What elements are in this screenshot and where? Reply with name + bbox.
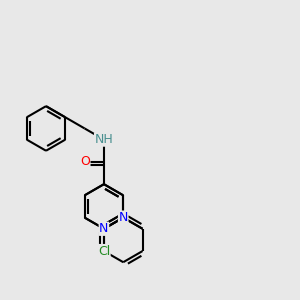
Text: Cl: Cl	[98, 244, 110, 258]
Text: N: N	[99, 222, 109, 235]
Text: NH: NH	[94, 133, 113, 146]
Text: N: N	[118, 211, 128, 224]
Text: O: O	[80, 155, 90, 168]
